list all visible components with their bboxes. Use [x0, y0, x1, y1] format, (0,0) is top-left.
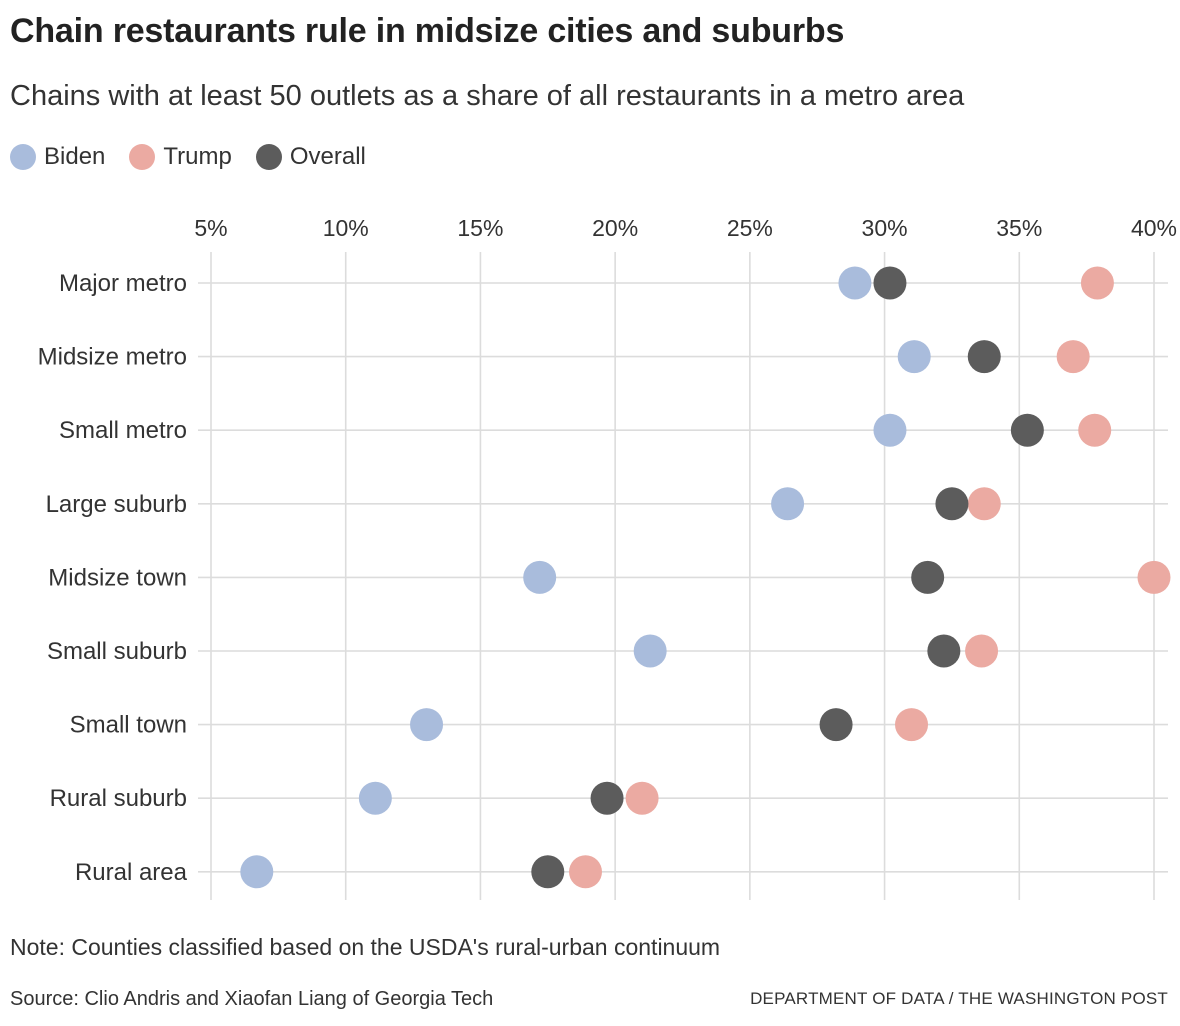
dot-overall-midsize-town [911, 560, 945, 594]
legend-item-overall: Overall [255, 143, 366, 171]
x-tick-label: 35% [996, 215, 1042, 241]
chart-title: Chain restaurants rule in midsize cities… [10, 12, 845, 50]
dot-trump-small-town [895, 708, 929, 742]
chart-source: Source: Clio Andris and Xiaofan Liang of… [10, 988, 494, 1010]
y-tick-label: Rural area [75, 859, 188, 886]
dot-trump-midsize-metro [1056, 340, 1090, 374]
legend-swatch-biden [10, 144, 36, 170]
dot-trump-small-suburb [965, 634, 999, 668]
legend-swatch-overall [255, 144, 282, 170]
dot-biden-major-metro [838, 266, 872, 300]
legend-swatch-trump [129, 144, 156, 170]
legend-label-trump: Trump [163, 143, 232, 170]
dot-trump-large-suburb [967, 487, 1001, 521]
dot-trump-small-metro [1078, 413, 1112, 447]
dot-overall-rural-area [531, 855, 565, 889]
dot-biden-small-metro [873, 413, 907, 447]
legend-item-trump: Trump [129, 143, 232, 171]
y-tick-label: Major metro [59, 270, 187, 297]
dot-overall-midsize-metro [967, 340, 1001, 374]
x-tick-label: 25% [727, 215, 773, 241]
y-tick-label: Rural suburb [50, 785, 187, 812]
x-tick-label: 20% [592, 215, 638, 241]
dot-biden-small-town [410, 708, 444, 742]
legend-item-biden: Biden [10, 143, 105, 171]
dot-overall-rural-suburb [590, 781, 624, 815]
dot-biden-large-suburb [771, 487, 805, 521]
dot-trump-rural-suburb [625, 781, 659, 815]
y-tick-label: Small town [70, 712, 187, 739]
dot-biden-rural-suburb [358, 781, 392, 815]
y-tick-label: Midsize metro [38, 344, 187, 371]
dot-biden-midsize-town [523, 560, 557, 594]
legend-label-overall: Overall [289, 143, 366, 170]
dot-trump-midsize-town [1137, 560, 1171, 594]
x-tick-label: 5% [194, 215, 227, 241]
y-tick-label: Large suburb [46, 491, 187, 518]
dot-trump-rural-area [569, 855, 603, 889]
chart-note: Note: Counties classified based on the U… [10, 934, 721, 960]
dot-biden-midsize-metro [897, 340, 931, 374]
dot-biden-small-suburb [633, 634, 667, 668]
legend: Biden Trump Overall [10, 143, 390, 171]
y-tick-label: Small metro [59, 417, 187, 444]
dot-overall-large-suburb [935, 487, 969, 521]
chart-subtitle: Chains with at least 50 outlets as a sha… [10, 80, 965, 112]
dot-overall-major-metro [873, 266, 907, 300]
dot-trump-major-metro [1080, 266, 1114, 300]
x-tick-label: 10% [323, 215, 369, 241]
chart-credit: DEPARTMENT OF DATA / THE WASHINGTON POST [750, 989, 1168, 1008]
dot-biden-rural-area [240, 855, 274, 889]
x-tick-label: 40% [1131, 215, 1177, 241]
y-tick-label: Small suburb [47, 638, 187, 665]
x-tick-label: 30% [862, 215, 908, 241]
y-tick-label: Midsize town [48, 564, 187, 591]
dot-overall-small-town [819, 708, 853, 742]
x-tick-label: 15% [457, 215, 503, 241]
legend-label-biden: Biden [44, 143, 106, 170]
dot-overall-small-suburb [927, 634, 961, 668]
dot-overall-small-metro [1010, 413, 1044, 447]
